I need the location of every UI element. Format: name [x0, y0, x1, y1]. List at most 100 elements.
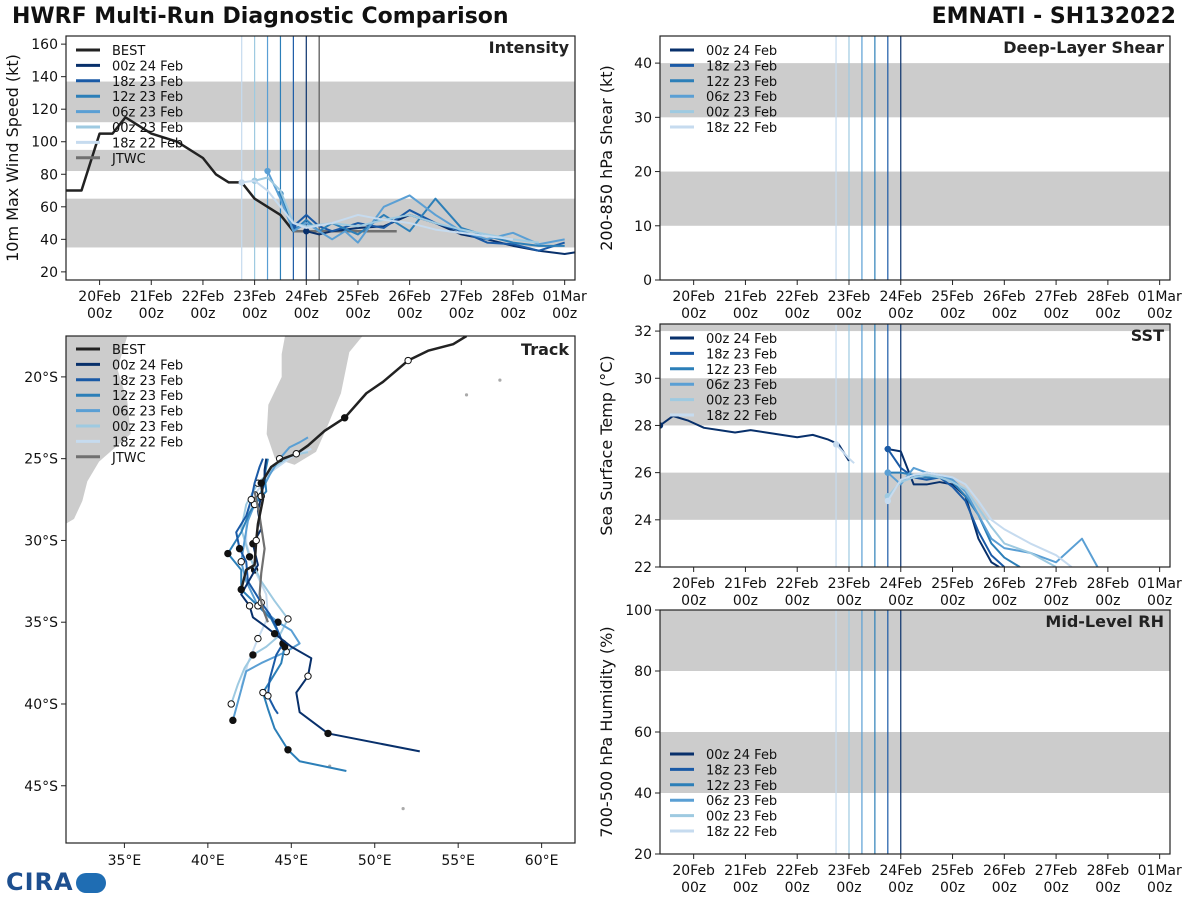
shear-ytick-label: 0 — [643, 273, 652, 289]
sst-title: SST — [1131, 326, 1164, 345]
shear-xtick-sublabel: 00z — [992, 306, 1017, 322]
shear-legend-label: 12z 23 Feb — [706, 75, 777, 90]
intensity-xtick-sublabel: 00z — [552, 306, 577, 322]
rh-legend-label: 00z 23 Feb — [706, 810, 777, 825]
track-best-line — [240, 336, 468, 590]
intensity-xtick-sublabel: 00z — [139, 306, 164, 322]
sst-legend-label: 00z 23 Feb — [706, 394, 777, 409]
shear-ytick-label: 40 — [634, 56, 652, 72]
sst-series-line — [887, 473, 1057, 567]
rh-xtick-sublabel: 00z — [1044, 880, 1069, 896]
sst-series-line — [886, 471, 1073, 567]
rh-xtick-label: 22Feb — [776, 863, 819, 879]
sst-xtick-sublabel: 00z — [1147, 593, 1172, 609]
shear-xtick-label: 01Mar — [1138, 289, 1182, 305]
shear-legend-label: 06z 23 Feb — [706, 90, 777, 105]
island-dot — [498, 378, 502, 382]
cira-logo: CIRA — [6, 868, 106, 896]
track-best-line-point — [252, 536, 260, 545]
shear-xtick-label: 27Feb — [1035, 289, 1078, 305]
rh-title: Mid-Level RH — [1045, 612, 1164, 631]
track-series-line-point — [245, 553, 254, 561]
shear-xtick-sublabel: 00z — [733, 306, 758, 322]
intensity-xtick-label: 24Feb — [285, 289, 328, 305]
rh-xtick-sublabel: 00z — [992, 880, 1017, 896]
rh-xtick-label: 28Feb — [1087, 863, 1130, 879]
track-best-line-point — [292, 450, 301, 458]
shear-xtick-label: 23Feb — [828, 289, 871, 305]
intensity-title: Intensity — [489, 38, 570, 57]
track-xtick-label: 35°E — [108, 853, 142, 869]
shear-panel: 01020304020Feb00z21Feb00z22Feb00z23Feb00… — [597, 35, 1182, 322]
track-series-line-point — [227, 700, 235, 708]
sst-xtick-label: 20Feb — [672, 576, 715, 592]
intensity-ytick-label: 160 — [31, 37, 58, 53]
intensity-xtick-label: 25Feb — [337, 289, 380, 305]
rh-xtick-label: 26Feb — [983, 863, 1026, 879]
track-series-line-point — [229, 716, 237, 725]
rh-xtick-sublabel: 00z — [1147, 880, 1172, 896]
intensity-legend-label: JTWC — [111, 152, 146, 167]
intensity-ytick-label: 20 — [40, 265, 58, 281]
shear-xtick-label: 20Feb — [672, 289, 715, 305]
sst-xtick-label: 22Feb — [776, 576, 819, 592]
intensity-band — [66, 81, 575, 123]
rh-legend-label: 12z 23 Feb — [706, 779, 777, 794]
shear-xtick-label: 24Feb — [879, 289, 922, 305]
intensity-xtick-sublabel: 00z — [449, 306, 474, 322]
track-best-line-point — [404, 356, 412, 365]
shear-xtick-sublabel: 00z — [1095, 306, 1120, 322]
rh-xtick-sublabel: 00z — [785, 880, 810, 896]
sst-xtick-sublabel: 00z — [681, 593, 706, 609]
shear-xtick-label: 26Feb — [983, 289, 1026, 305]
track-xtick-label: 45°E — [274, 853, 308, 869]
intensity-plot-area — [66, 116, 575, 255]
madagascar-landmass — [265, 336, 364, 466]
sst-xtick-label: 21Feb — [724, 576, 767, 592]
track-series-line-point — [270, 629, 279, 638]
island-dot — [464, 393, 469, 397]
intensity-ytick-label: 80 — [40, 167, 58, 183]
track-legend-label: 00z 23 Feb — [112, 420, 183, 435]
rh-xtick-label: 23Feb — [828, 863, 871, 879]
sst-series-line — [886, 448, 1005, 567]
track-xtick-label: 40°E — [191, 853, 225, 869]
track-series-line-point — [247, 495, 255, 504]
shear-xtick-sublabel: 00z — [785, 306, 810, 322]
sst-xtick-sublabel: 00z — [888, 593, 913, 609]
sst-xtick-sublabel: 00z — [1095, 593, 1120, 609]
intensity-xtick-sublabel: 00z — [242, 306, 267, 322]
sst-series-start-point — [832, 441, 840, 448]
rh-ytick-label: 20 — [634, 847, 652, 863]
rh-legend-label: 00z 24 Feb — [706, 748, 777, 763]
intensity-xtick-sublabel: 00z — [345, 306, 370, 322]
rh-ytick-label: 80 — [634, 664, 652, 680]
sst-series-start-point — [884, 497, 892, 505]
rh-xtick-label: 20Feb — [672, 863, 715, 879]
rh-ytick-label: 60 — [634, 725, 652, 741]
shear-band — [660, 63, 1170, 118]
track-ytick-label: 35°S — [24, 615, 58, 631]
intensity-ytick-label: 100 — [31, 135, 58, 151]
sst-legend-label: 12z 23 Feb — [706, 363, 777, 378]
intensity-xtick-label: 28Feb — [492, 289, 535, 305]
rh-legend-label: 18z 23 Feb — [706, 763, 777, 778]
shear-ylabel: 200-850 hPa Shear (kt) — [597, 65, 616, 251]
track-best-line-point — [340, 414, 349, 422]
shear-ytick-label: 30 — [634, 110, 652, 126]
africa-landmass — [66, 336, 132, 525]
track-panel: 35°E 40°E 45°E 50°E 55°E 60°E 20°S 25°S 30°S 35°S… — [24, 335, 576, 869]
rh-xtick-sublabel: 00z — [940, 880, 965, 896]
track-legend-label: 18z 22 Feb — [112, 435, 183, 450]
sst-ytick-label: 24 — [634, 513, 652, 529]
shear-xtick-sublabel: 00z — [940, 306, 965, 322]
sst-xtick-label: 24Feb — [879, 576, 922, 592]
sst-series-start-point — [660, 422, 664, 429]
track-series-line-point — [235, 544, 244, 553]
sst-series-line — [835, 443, 855, 464]
rh-xtick-sublabel: 00z — [733, 880, 758, 896]
sst-xtick-label: 01Mar — [1138, 576, 1182, 592]
rh-xtick-label: 21Feb — [724, 863, 767, 879]
sst-panel: 22242628303220Feb00z21Feb00z22Feb00z23Fe… — [597, 323, 1182, 609]
track-legend-label: 18z 23 Feb — [112, 374, 183, 389]
